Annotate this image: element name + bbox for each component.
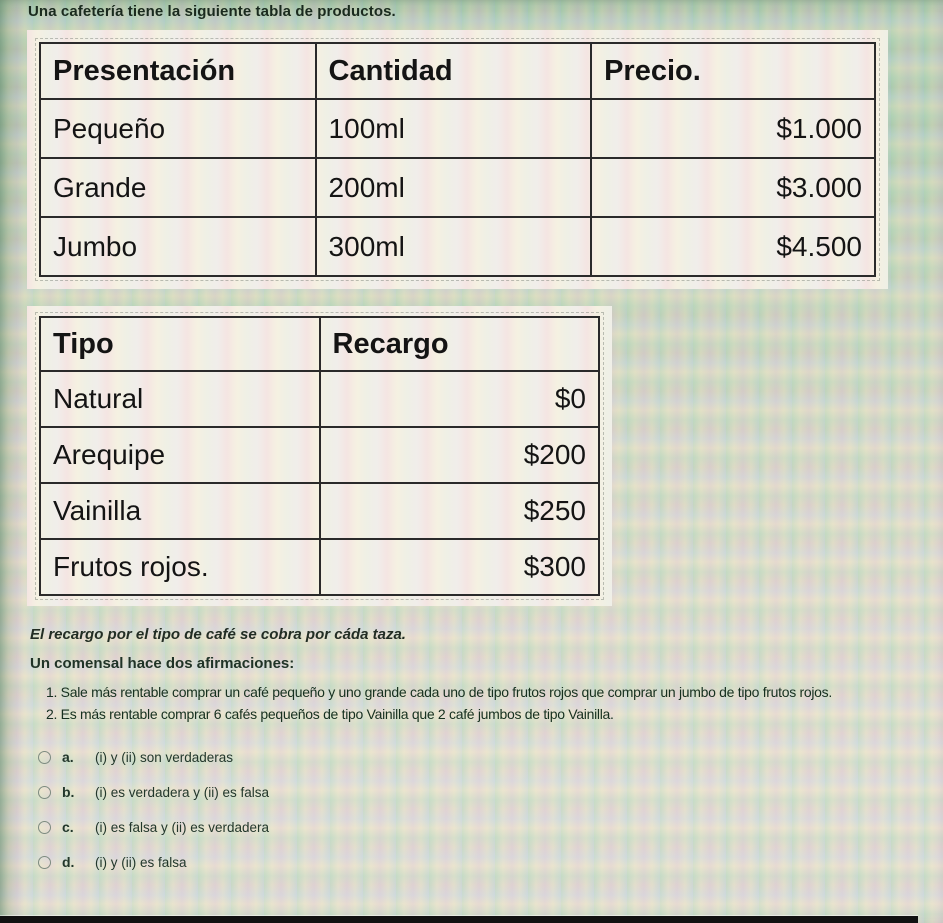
radio-button-icon[interactable]	[38, 855, 51, 869]
radio-button-icon[interactable]	[38, 820, 51, 834]
table-cell: Natural	[39, 370, 321, 428]
option-letter: a.	[62, 749, 74, 765]
table-cell: $200	[318, 426, 600, 484]
radio-button-icon[interactable]	[38, 750, 51, 764]
table-cell: $4.500	[590, 216, 876, 277]
table-header-row: Presentación Cantidad Precio.	[39, 42, 876, 100]
option-text: (i) es verdadera y (ii) es falsa	[95, 784, 270, 800]
surcharge-table-container: Tipo Recargo Natural $0 Arequipe $200 Va…	[27, 306, 612, 606]
table-cell: 300ml	[314, 216, 593, 277]
surcharge-header-tipo: Tipo	[39, 316, 321, 372]
table-row: Grande 200ml $3.000	[39, 157, 876, 218]
statement-2: 2. Es más rentable comprar 6 cafés peque…	[46, 706, 614, 722]
table-cell: $300	[318, 538, 600, 596]
option-text: (i) es falsa y (ii) es verdadera	[95, 819, 270, 835]
table-row: Vainilla $250	[39, 482, 600, 540]
table-cell: Jumbo	[39, 216, 317, 277]
table-cell: Vainilla	[39, 482, 321, 540]
option-letter: c.	[62, 819, 74, 835]
table-row: Jumbo 300ml $4.500	[39, 216, 876, 277]
table-cell: Arequipe	[39, 426, 321, 484]
question-intro-text: Una cafetería tiene la siguiente tabla d…	[28, 3, 396, 20]
answer-option-a[interactable]: a. (i) y (ii) son verdaderas	[38, 749, 233, 765]
table-header-row: Tipo Recargo	[39, 316, 600, 372]
table-row: Natural $0	[39, 370, 600, 428]
option-letter: b.	[62, 784, 75, 800]
bottom-edge-bar	[0, 916, 918, 923]
table-cell: $1.000	[590, 98, 876, 159]
table-row: Arequipe $200	[39, 426, 600, 484]
table-cell: 100ml	[314, 98, 593, 159]
products-header-presentacion: Presentación	[39, 42, 317, 100]
table-cell: $250	[318, 482, 600, 540]
products-header-precio: Precio.	[590, 42, 876, 100]
surcharge-header-recargo: Recargo	[318, 316, 600, 372]
option-letter: d.	[62, 854, 75, 870]
surcharge-table: Tipo Recargo Natural $0 Arequipe $200 Va…	[35, 312, 604, 600]
statements-intro: Un comensal hace dos afirmaciones:	[30, 655, 295, 672]
surcharge-note: El recargo por el tipo de café se cobra …	[30, 626, 406, 643]
table-cell: $3.000	[590, 157, 876, 218]
products-header-cantidad: Cantidad	[314, 42, 593, 100]
answer-option-c[interactable]: c. (i) es falsa y (ii) es verdadera	[38, 819, 269, 835]
table-row: Frutos rojos. $300	[39, 538, 600, 596]
table-cell: Frutos rojos.	[39, 538, 321, 596]
answer-option-d[interactable]: d. (i) y (ii) es falsa	[38, 854, 187, 870]
table-cell: $0	[318, 370, 600, 428]
products-table-container: Presentación Cantidad Precio. Pequeño 10…	[27, 30, 888, 289]
table-cell: 200ml	[314, 157, 593, 218]
table-row: Pequeño 100ml $1.000	[39, 98, 876, 159]
answer-option-b[interactable]: b. (i) es verdadera y (ii) es falsa	[38, 784, 269, 800]
products-table: Presentación Cantidad Precio. Pequeño 10…	[35, 38, 880, 281]
option-text: (i) y (ii) son verdaderas	[95, 749, 234, 765]
table-cell: Grande	[39, 157, 317, 218]
statement-1: 1. Sale más rentable comprar un café peq…	[46, 684, 832, 700]
radio-button-icon[interactable]	[38, 785, 51, 799]
table-cell: Pequeño	[39, 98, 317, 159]
option-text: (i) y (ii) es falsa	[95, 854, 187, 870]
